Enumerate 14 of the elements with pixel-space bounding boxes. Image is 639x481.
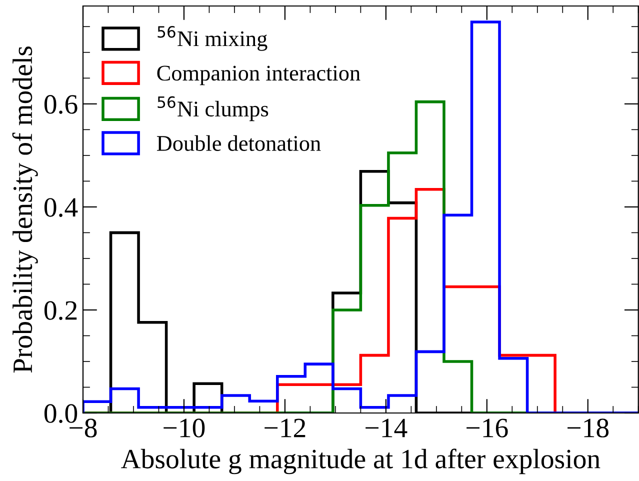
legend-label: Companion interaction xyxy=(157,66,360,86)
y-tick-label: 0.2 xyxy=(44,301,77,320)
y-tick-label: 0.4 xyxy=(44,198,78,217)
x-tick-label: −16 xyxy=(466,418,508,438)
x-tick-label: −14 xyxy=(366,418,408,438)
legend-label: $^{56}$Ni mixing xyxy=(158,26,268,51)
x-axis-title: Absolute g magnitude at 1d after explosion xyxy=(121,448,600,474)
x-tick-label: −12 xyxy=(264,418,306,438)
x-tick-label: −10 xyxy=(164,418,205,438)
legend-label: $^{56}$Ni clumps xyxy=(158,96,268,122)
y-tick-label: 0.6 xyxy=(44,95,78,114)
y-axis-title: Probability density of models xyxy=(12,46,38,373)
legend-label: Double detonation xyxy=(156,135,321,151)
x-tick-label: −18 xyxy=(568,418,609,438)
